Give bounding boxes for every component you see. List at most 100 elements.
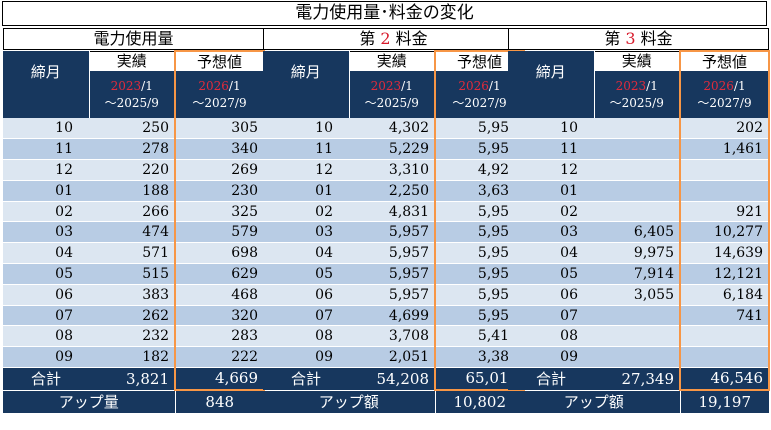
increase-value: 848 xyxy=(175,390,264,413)
actual-cell: 571 xyxy=(89,242,175,265)
table-row: 06 5,957 5,957 xyxy=(263,284,525,306)
month-cell: 04 xyxy=(3,242,89,265)
month-cell: 04 xyxy=(263,242,349,265)
prediction-cell: 5,957 xyxy=(434,284,525,306)
total-actual: 27,349 xyxy=(594,367,680,390)
prediction-range-end: ～2027/9 xyxy=(192,95,247,110)
heading-number: 2 xyxy=(380,29,391,48)
prediction-cell: 283 xyxy=(174,325,265,348)
month-cell: 10 xyxy=(263,118,349,140)
prediction-cell xyxy=(679,159,770,181)
total-row: 合計 54,208 65,010 xyxy=(263,367,525,391)
table-row: 06 3,055 6,184 xyxy=(508,284,770,306)
increase-table: アップ額 10,802 xyxy=(263,390,524,413)
month-cell: 09 xyxy=(3,346,89,369)
prediction-cell: 698 xyxy=(174,242,265,265)
table-row: 11 5,229 5,957 xyxy=(263,138,525,161)
actual-cell xyxy=(594,201,680,223)
increase-label: アップ量 xyxy=(3,390,176,413)
prediction-cell: 202 xyxy=(679,118,770,140)
prediction-range-start: /1 xyxy=(228,78,241,93)
table-row: 02 4,831 5,957 xyxy=(263,201,525,223)
actual-cell: 4,831 xyxy=(349,201,435,223)
actual-cell: 3,708 xyxy=(349,325,435,348)
total-row: 合計 27,349 46,546 xyxy=(508,367,770,391)
table-row: 01 188 230 xyxy=(3,180,265,202)
heading-prefix: 第 xyxy=(359,29,381,48)
actual-range: 2023/1 ～2025/9 xyxy=(89,71,175,118)
actual-cell xyxy=(594,138,680,161)
actual-cell: 5,957 xyxy=(349,221,435,244)
actual-cell: 266 xyxy=(89,201,175,223)
heading-suffix: 料金 xyxy=(390,29,428,48)
actual-cell xyxy=(594,325,680,348)
prediction-range: 2026/1 ～2027/9 xyxy=(174,71,265,118)
heading-suffix: 料金 xyxy=(635,29,673,48)
month-cell: 02 xyxy=(508,201,594,223)
actual-range-start: /1 xyxy=(141,78,153,93)
month-header: 締月 xyxy=(508,51,595,118)
month-cell: 03 xyxy=(3,221,89,244)
prediction-cell: 741 xyxy=(679,305,770,327)
actual-cell: 4,699 xyxy=(349,305,435,327)
table-row: 07 262 320 xyxy=(3,305,265,327)
panel-heading: 電力使用量 xyxy=(3,28,264,50)
prediction-cell: 579 xyxy=(174,221,265,244)
total-label: 合計 xyxy=(508,367,594,390)
month-cell: 12 xyxy=(263,159,349,181)
actual-cell: 383 xyxy=(89,284,175,306)
table-row: 05 515 629 xyxy=(3,263,265,285)
table-row: 10 250 305 xyxy=(3,118,265,140)
increase-table: アップ量 848 xyxy=(3,390,264,413)
total-prediction: 4,669 xyxy=(174,367,265,391)
actual-cell: 2,250 xyxy=(349,180,435,202)
actual-header: 実績 xyxy=(593,50,681,71)
actual-range-start: /1 xyxy=(401,78,413,93)
total-actual: 54,208 xyxy=(349,367,435,390)
table-row: 11 1,461 xyxy=(508,138,770,161)
table-row: 09 182 222 xyxy=(3,346,265,369)
actual-header: 実績 xyxy=(348,50,436,71)
table-row: 04 5,957 5,957 xyxy=(263,242,525,265)
actual-cell: 250 xyxy=(89,118,175,140)
panel-heading: 第 3 料金 xyxy=(508,28,769,50)
actual-range-year: 2023 xyxy=(615,78,647,93)
prediction-cell: 305 xyxy=(174,118,265,140)
prediction-range-year: 2026 xyxy=(198,78,229,93)
month-cell: 03 xyxy=(263,221,349,244)
increase-row: アップ額 10,802 xyxy=(263,390,524,413)
heading-prefix: 第 xyxy=(604,29,626,48)
table-row: 12 xyxy=(508,159,770,181)
prediction-header: 予想値 xyxy=(434,50,525,71)
sheet-title: 電力使用量･料金の変化 xyxy=(2,1,767,26)
month-cell: 02 xyxy=(3,201,89,223)
prediction-cell: 10,277 xyxy=(679,221,770,244)
summary-panel: 電力使用量 締月 実績 予想値 2023/1 ～2025/9 2026/1 ～202… xyxy=(3,28,265,413)
table-row: 02 266 325 xyxy=(3,201,265,223)
table-row: 07 741 xyxy=(508,305,770,327)
prediction-cell: 5,957 xyxy=(434,201,525,223)
prediction-cell: 14,639 xyxy=(679,242,770,265)
month-cell: 09 xyxy=(508,346,594,369)
prediction-cell: 230 xyxy=(174,180,265,202)
actual-cell: 6,405 xyxy=(594,221,680,244)
month-cell: 11 xyxy=(263,138,349,161)
actual-cell: 182 xyxy=(89,346,175,369)
prediction-cell xyxy=(679,180,770,202)
actual-range-year: 2023 xyxy=(110,78,142,93)
actual-cell: 5,957 xyxy=(349,242,435,265)
actual-cell: 3,055 xyxy=(594,284,680,306)
prediction-cell: 269 xyxy=(174,159,265,181)
month-header: 締月 xyxy=(3,51,90,118)
prediction-cell: 6,184 xyxy=(679,284,770,306)
actual-cell: 5,957 xyxy=(349,284,435,306)
prediction-header: 予想値 xyxy=(174,50,265,71)
prediction-cell: 320 xyxy=(174,305,265,327)
data-table: 締月 実績 予想値 2023/1 ～2025/9 2026/1 ～2027/9 10… xyxy=(508,50,770,391)
panel-heading: 第 2 料金 xyxy=(263,28,524,50)
increase-label: アップ額 xyxy=(508,390,681,413)
increase-value: 10,802 xyxy=(435,390,524,413)
table-row: 12 3,310 4,925 xyxy=(263,159,525,181)
month-cell: 01 xyxy=(263,180,349,202)
increase-table: アップ額 19,197 xyxy=(508,390,769,413)
